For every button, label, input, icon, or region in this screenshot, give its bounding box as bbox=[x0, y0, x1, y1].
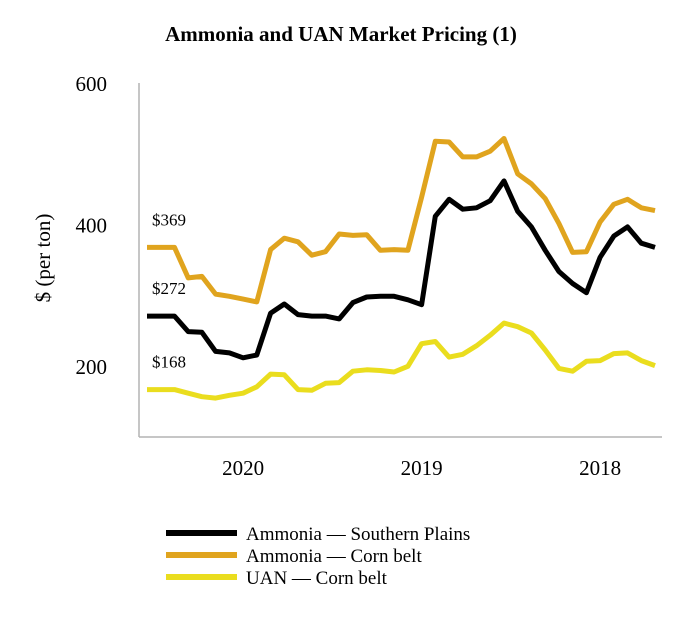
legend-label: UAN — Corn belt bbox=[246, 568, 388, 589]
series-lines bbox=[147, 136, 656, 401]
series-line-1 bbox=[147, 136, 656, 305]
y-axis-label: $ (per ton) bbox=[31, 214, 55, 303]
x-ticks: 2020 2019 2018 bbox=[222, 456, 621, 480]
annotations: $369 $272 $168 bbox=[152, 210, 186, 371]
value-annotation: $272 bbox=[152, 279, 186, 298]
series-line-0 bbox=[147, 178, 656, 361]
value-annotation: $168 bbox=[152, 353, 186, 372]
value-annotation: $369 bbox=[152, 210, 186, 229]
y-tick-label: 600 bbox=[76, 72, 108, 96]
y-tick-label: 400 bbox=[76, 214, 108, 238]
chart-title: Ammonia and UAN Market Pricing (1) bbox=[165, 22, 517, 46]
legend-label: Ammonia — Corn belt bbox=[246, 546, 422, 567]
y-ticks: 200 400 600 bbox=[76, 72, 108, 379]
x-tick-label: 2019 bbox=[401, 456, 443, 480]
legend-label: Ammonia — Southern Plains bbox=[246, 524, 470, 545]
x-tick-label: 2020 bbox=[222, 456, 264, 480]
x-tick-label: 2018 bbox=[579, 456, 621, 480]
y-tick-label: 200 bbox=[76, 355, 108, 379]
series-line-2 bbox=[147, 320, 656, 401]
